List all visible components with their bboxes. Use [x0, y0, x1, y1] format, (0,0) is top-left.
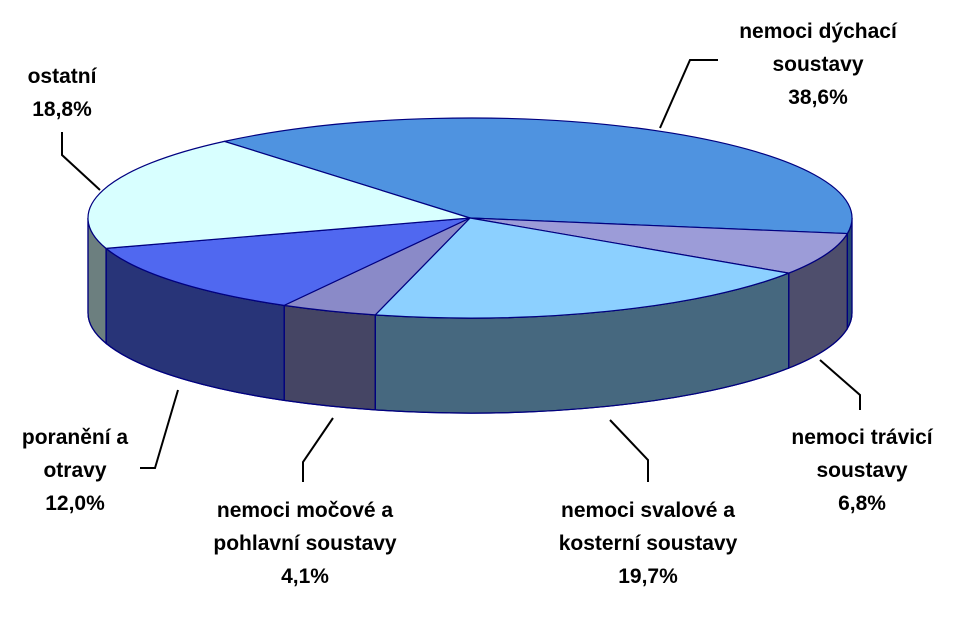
value-label: 12,0%	[45, 492, 105, 515]
data-label: ostatní 18,8%	[2, 60, 122, 126]
value-label: 19,7%	[618, 565, 678, 588]
slice	[222, 117, 853, 235]
value-label: 4,1%	[281, 565, 329, 588]
data-label: nemoci svalové a kosterní soustavy 19,7%	[553, 494, 743, 593]
data-label: nemoci močové a pohlavní soustavy 4,1%	[210, 494, 400, 593]
category-label: nemoci svalové a kosterní soustavy	[558, 499, 738, 555]
leader-line	[819, 359, 861, 410]
leader-line	[659, 59, 718, 129]
leader-line	[61, 132, 101, 191]
category-label: nemoci močové a pohlavní soustavy	[213, 499, 397, 555]
value-label: 6,8%	[838, 492, 886, 515]
slice-side-shade	[846, 217, 853, 331]
data-label: nemoci dýchací soustavy 38,6%	[731, 15, 906, 114]
category-label: nemoci dýchací soustavy	[739, 20, 897, 76]
slice	[469, 217, 849, 274]
category-label: nemoci trávicí soustavy	[791, 426, 933, 482]
slice	[104, 217, 471, 306]
slice	[87, 140, 471, 249]
data-label: nemoci trávicí soustavy 6,8%	[775, 421, 950, 520]
slice-side-shade	[283, 304, 376, 411]
data-label: poranění a otravy 12,0%	[13, 421, 138, 520]
value-label: 38,6%	[788, 86, 848, 109]
slice	[373, 217, 791, 319]
value-label: 18,8%	[32, 98, 92, 121]
leader-line	[140, 389, 179, 469]
category-label: ostatní	[27, 65, 97, 88]
leader-line	[302, 417, 334, 482]
category-label: poranění a otravy	[21, 426, 129, 482]
leader-line	[609, 419, 649, 482]
